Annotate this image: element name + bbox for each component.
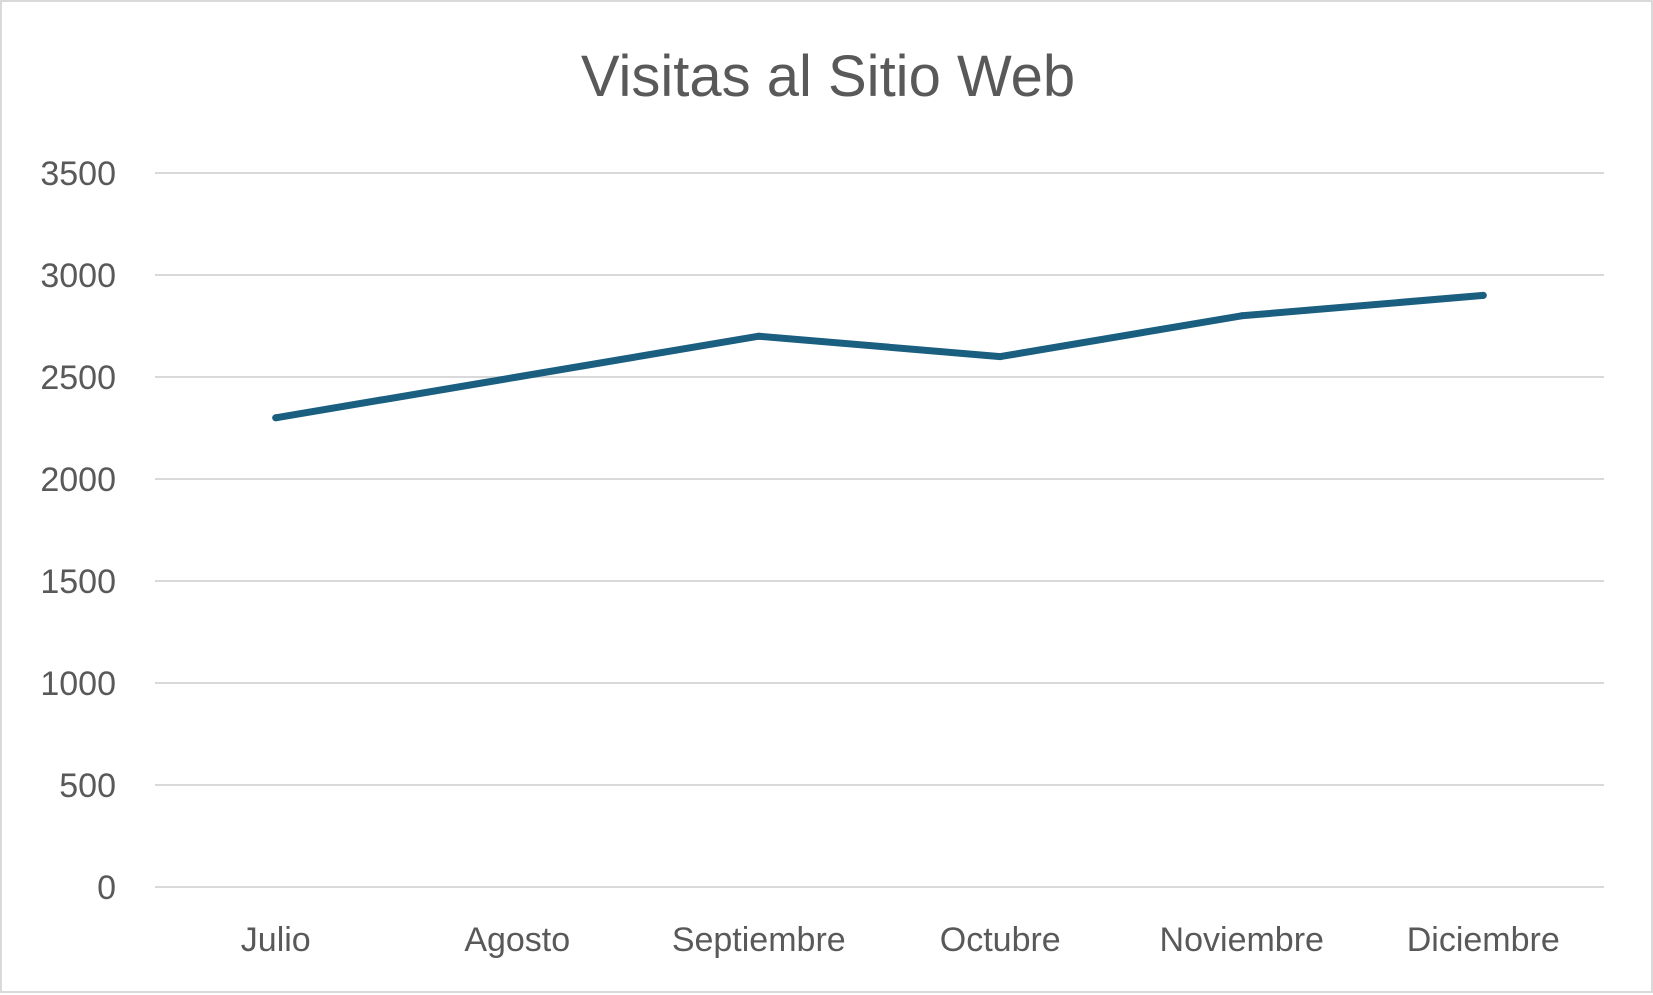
y-tick-label: 500 [59, 767, 116, 805]
y-axis-ticks: 0 500 1000 1500 2000 2500 3000 3500 [40, 155, 116, 907]
data-point [272, 414, 280, 422]
series-layer [272, 291, 1487, 422]
data-point [1479, 291, 1487, 299]
y-tick-label: 2500 [40, 359, 116, 397]
y-tick-label: 3000 [40, 257, 116, 295]
chart-title: Visitas al Sitio Web [581, 44, 1075, 109]
y-tick-label: 1500 [40, 563, 116, 601]
series-line [272, 291, 1487, 422]
x-axis-ticks: Julio Agosto Septiembre Octubre Noviembre Dic… [241, 921, 1560, 959]
gridlines [155, 172, 1604, 888]
data-point [1238, 312, 1246, 320]
y-tick-label: 2000 [40, 461, 116, 499]
data-point [996, 353, 1004, 361]
x-tick-label: Octubre [940, 921, 1061, 959]
data-point [513, 373, 521, 381]
x-tick-label: Agosto [464, 921, 570, 959]
x-tick-label: Diciembre [1407, 921, 1560, 959]
x-tick-label: Septiembre [672, 921, 846, 959]
x-tick-label: Julio [241, 921, 311, 959]
data-point [755, 332, 763, 340]
y-tick-label: 1000 [40, 665, 116, 703]
y-tick-label: 3500 [40, 155, 116, 193]
x-tick-label: Noviembre [1160, 921, 1324, 959]
y-tick-label: 0 [97, 869, 116, 907]
